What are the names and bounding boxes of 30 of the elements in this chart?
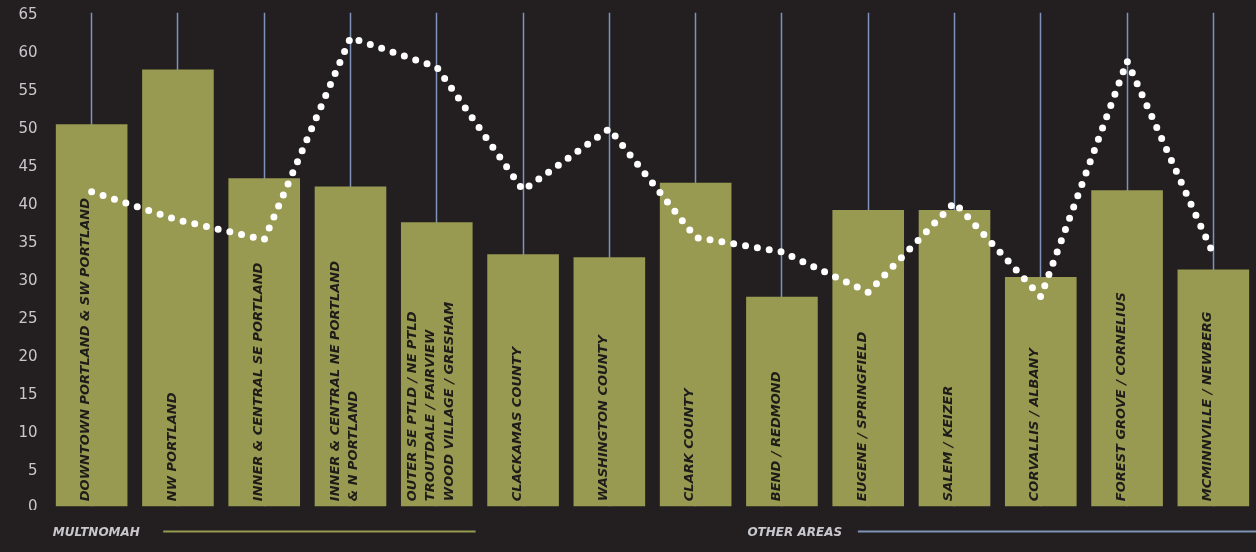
x-tick-label: INNER & CENTRAL NE PORTLAND & N PORTLAND xyxy=(326,260,361,502)
x-tick-label: FOREST GROVE / CORNELIUS xyxy=(1112,292,1128,502)
y-tick-label: 25 xyxy=(18,308,38,327)
y-tick-label: 30 xyxy=(18,270,38,289)
x-tick-label: EUGENE / SPRINGFIELD xyxy=(853,331,869,502)
y-tick-label: 55 xyxy=(18,80,38,99)
y-tick-label: 65 xyxy=(18,4,38,23)
x-tick-label: CORVALLIS / ALBANY xyxy=(1026,346,1042,502)
x-tick-label: WASHINGTON COUNTY xyxy=(594,333,610,502)
y-tick-label: 20 xyxy=(18,346,38,365)
x-tick-label: OUTER SE PTLD / NE PTLD TROUTDALE / FAIRVIEW WOOD VILLAGE / GRESHAM xyxy=(403,301,457,502)
y-tick-label: 0 xyxy=(27,496,38,515)
y-tick-label: 5 xyxy=(27,460,38,479)
x-tick-label: INNER & CENTRAL SE PORTLAND xyxy=(249,262,265,502)
y-tick-label: 35 xyxy=(18,232,38,251)
y-tick-label: 50 xyxy=(18,118,38,137)
x-tick-label: CLACKAMAS COUNTY xyxy=(508,345,524,502)
text: OTHER AREAS xyxy=(747,524,843,539)
y-tick-label: 45 xyxy=(18,156,38,175)
x-tick-label: MCMINNVILLE / NEWBERG xyxy=(1198,311,1214,502)
y-tick-label: 40 xyxy=(18,194,38,213)
x-tick-label: DOWNTOWN PORTLAND & SW PORTLAND xyxy=(77,197,93,502)
x-tick-label: BEND / REDMOND xyxy=(767,371,783,502)
y-tick-label: 15 xyxy=(18,384,38,403)
x-tick-label: SALEM / KEIZER xyxy=(940,385,956,502)
y-tick-label: 60 xyxy=(18,42,38,61)
x-tick-label: CLARK COUNTY xyxy=(681,386,697,502)
x-tick-label: NW PORTLAND xyxy=(163,392,179,502)
y-tick-label: 10 xyxy=(18,422,38,441)
text: MULTNOMAH xyxy=(52,524,140,539)
